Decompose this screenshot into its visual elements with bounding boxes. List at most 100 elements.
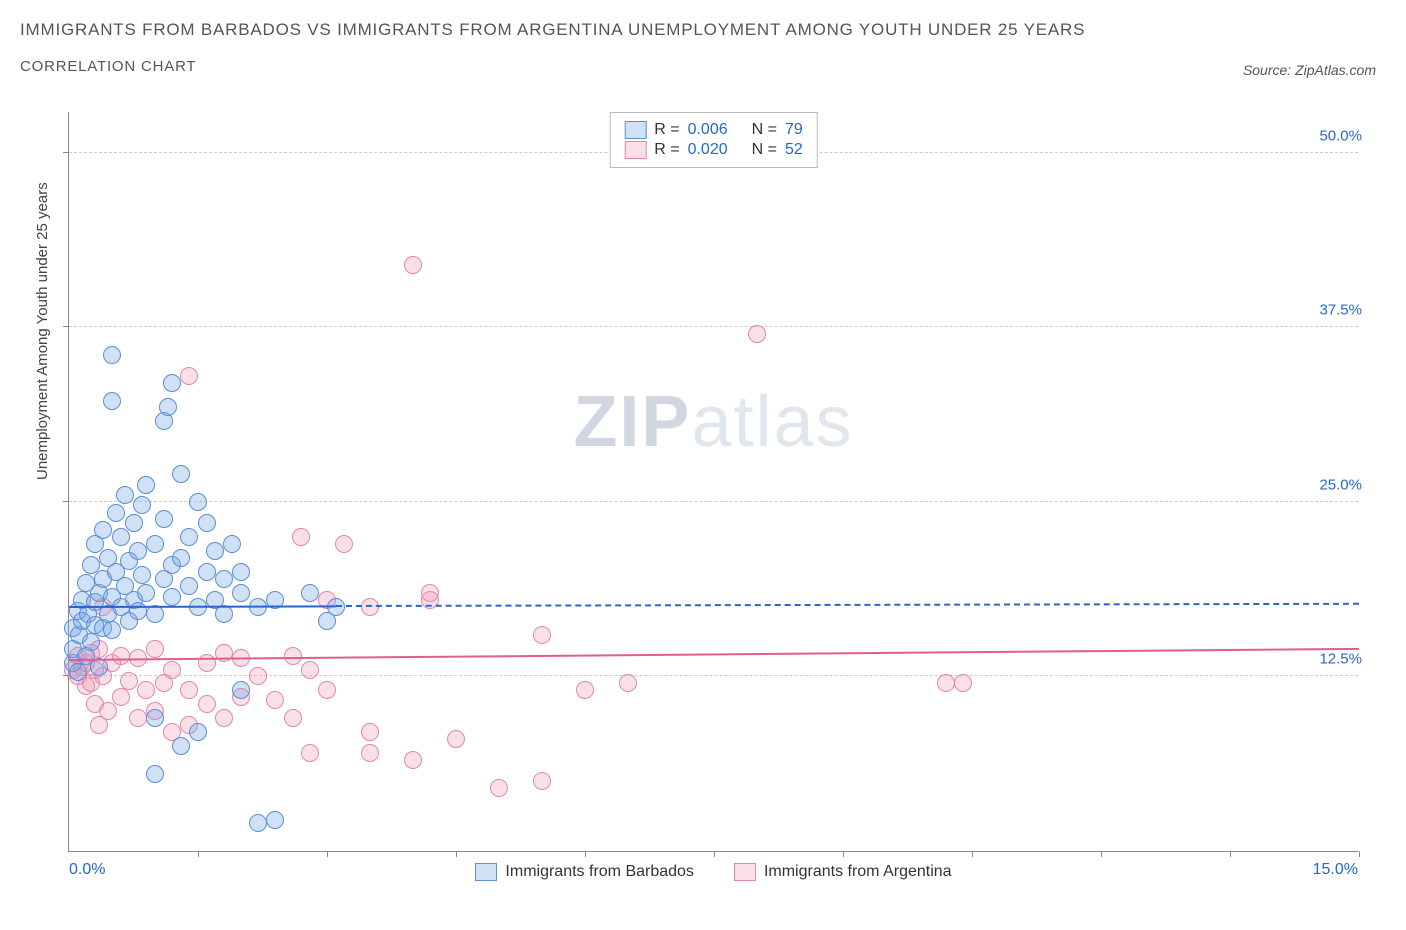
data-point-series-a[interactable] <box>180 577 198 595</box>
data-point-series-a[interactable] <box>189 723 207 741</box>
data-point-series-a[interactable] <box>146 709 164 727</box>
data-point-series-a[interactable] <box>232 584 250 602</box>
data-point-series-a[interactable] <box>249 814 267 832</box>
source-attribution: Source: ZipAtlas.com <box>1243 62 1376 78</box>
data-point-series-b[interactable] <box>137 681 155 699</box>
data-point-series-a[interactable] <box>206 542 224 560</box>
trendline-series-a-dashed <box>336 603 1359 607</box>
data-point-series-a[interactable] <box>232 563 250 581</box>
data-point-series-a[interactable] <box>189 493 207 511</box>
r-value-a: 0.006 <box>688 121 728 139</box>
data-point-series-b[interactable] <box>284 709 302 727</box>
data-point-series-b[interactable] <box>748 325 766 343</box>
data-point-series-b[interactable] <box>490 779 508 797</box>
data-point-series-a[interactable] <box>163 588 181 606</box>
data-point-series-b[interactable] <box>292 528 310 546</box>
data-point-series-a[interactable] <box>103 392 121 410</box>
data-point-series-a[interactable] <box>301 584 319 602</box>
x-tick <box>456 851 457 857</box>
data-point-series-b[interactable] <box>937 674 955 692</box>
data-point-series-b[interactable] <box>533 772 551 790</box>
stats-row-a: R = 0.006 N = 79 <box>624 121 803 139</box>
data-point-series-a[interactable] <box>125 514 143 532</box>
y-tick-label: 37.5% <box>1319 302 1362 319</box>
data-point-series-b[interactable] <box>284 647 302 665</box>
x-tick <box>585 851 586 857</box>
swatch-series-a-icon <box>475 863 497 881</box>
data-point-series-a[interactable] <box>129 542 147 560</box>
data-point-series-a[interactable] <box>180 528 198 546</box>
data-point-series-b[interactable] <box>335 535 353 553</box>
data-point-series-b[interactable] <box>404 751 422 769</box>
data-point-series-b[interactable] <box>163 661 181 679</box>
data-point-series-b[interactable] <box>249 667 267 685</box>
data-point-series-a[interactable] <box>103 346 121 364</box>
data-point-series-a[interactable] <box>172 465 190 483</box>
data-point-series-a[interactable] <box>137 476 155 494</box>
data-point-series-a[interactable] <box>172 549 190 567</box>
data-point-series-a[interactable] <box>82 633 100 651</box>
data-point-series-b[interactable] <box>318 681 336 699</box>
y-tick <box>63 152 69 153</box>
data-point-series-a[interactable] <box>215 570 233 588</box>
data-point-series-a[interactable] <box>159 398 177 416</box>
data-point-series-b[interactable] <box>180 367 198 385</box>
data-point-series-b[interactable] <box>576 681 594 699</box>
data-point-series-b[interactable] <box>404 256 422 274</box>
data-point-series-a[interactable] <box>133 566 151 584</box>
data-point-series-b[interactable] <box>301 744 319 762</box>
data-point-series-a[interactable] <box>112 528 130 546</box>
data-point-series-b[interactable] <box>180 681 198 699</box>
x-tick <box>843 851 844 857</box>
source-name[interactable]: ZipAtlas.com <box>1295 62 1376 78</box>
data-point-series-b[interactable] <box>954 674 972 692</box>
data-point-series-b[interactable] <box>198 654 216 672</box>
data-point-series-b[interactable] <box>112 688 130 706</box>
chart-title-sub: CORRELATION CHART <box>20 58 1386 75</box>
data-point-series-a[interactable] <box>129 602 147 620</box>
x-tick <box>714 851 715 857</box>
n-label: N = <box>752 121 777 139</box>
data-point-series-a[interactable] <box>137 584 155 602</box>
r-value-b: 0.020 <box>688 141 728 159</box>
data-point-series-a[interactable] <box>163 374 181 392</box>
data-point-series-a[interactable] <box>198 514 216 532</box>
data-point-series-b[interactable] <box>129 709 147 727</box>
data-point-series-a[interactable] <box>146 765 164 783</box>
stats-legend: R = 0.006 N = 79 R = 0.020 N = 52 <box>609 112 818 168</box>
y-tick-label: 12.5% <box>1319 651 1362 668</box>
data-point-series-b[interactable] <box>447 730 465 748</box>
data-point-series-a[interactable] <box>232 681 250 699</box>
data-point-series-b[interactable] <box>266 691 284 709</box>
data-point-series-b[interactable] <box>619 674 637 692</box>
data-point-series-a[interactable] <box>172 737 190 755</box>
swatch-series-a <box>624 121 646 139</box>
data-point-series-a[interactable] <box>146 535 164 553</box>
data-point-series-a[interactable] <box>107 504 125 522</box>
data-point-series-b[interactable] <box>421 584 439 602</box>
data-point-series-b[interactable] <box>120 672 138 690</box>
trendline-series-b <box>69 648 1359 661</box>
data-point-series-b[interactable] <box>198 695 216 713</box>
data-point-series-b[interactable] <box>112 647 130 665</box>
data-point-series-a[interactable] <box>198 563 216 581</box>
y-tick-label: 25.0% <box>1319 476 1362 493</box>
data-point-series-b[interactable] <box>533 626 551 644</box>
data-point-series-a[interactable] <box>223 535 241 553</box>
data-point-series-b[interactable] <box>361 723 379 741</box>
data-point-series-b[interactable] <box>146 640 164 658</box>
data-point-series-a[interactable] <box>103 621 121 639</box>
data-point-series-a[interactable] <box>155 510 173 528</box>
data-point-series-b[interactable] <box>301 661 319 679</box>
data-point-series-a[interactable] <box>69 663 87 681</box>
data-point-series-b[interactable] <box>361 744 379 762</box>
data-point-series-a[interactable] <box>266 811 284 829</box>
data-point-series-b[interactable] <box>215 709 233 727</box>
data-point-series-a[interactable] <box>116 486 134 504</box>
swatch-series-b-icon <box>734 863 756 881</box>
data-point-series-b[interactable] <box>99 702 117 720</box>
legend-item-b: Immigrants from Argentina <box>734 863 952 881</box>
x-tick <box>198 851 199 857</box>
data-point-series-a[interactable] <box>133 496 151 514</box>
data-point-series-a[interactable] <box>94 521 112 539</box>
